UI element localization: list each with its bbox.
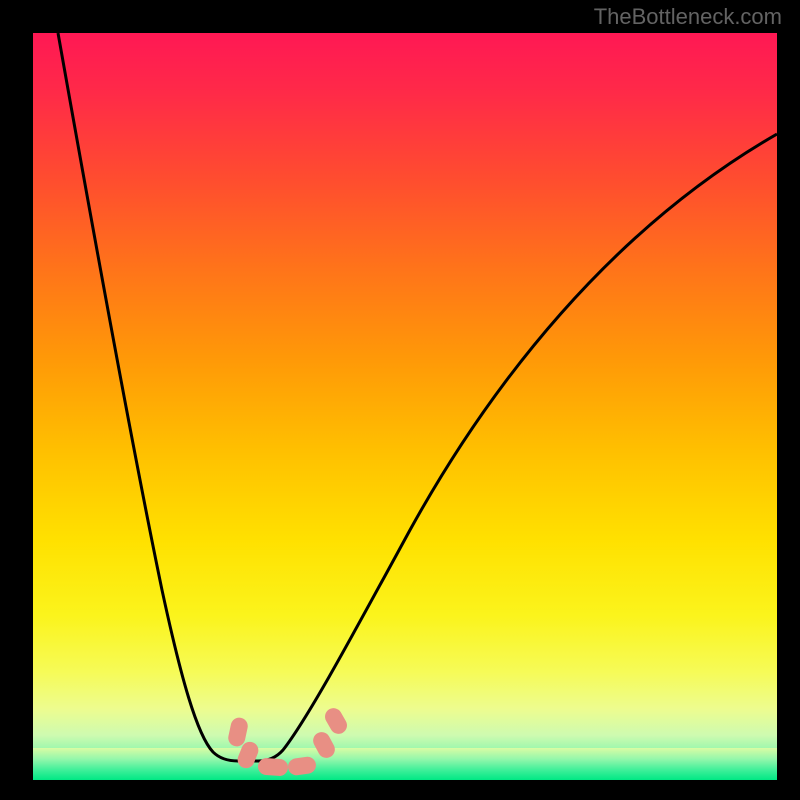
curve-marker-4 — [310, 729, 338, 761]
plot-area — [33, 33, 777, 780]
watermark-text: TheBottleneck.com — [594, 4, 782, 30]
curve-marker-2 — [257, 758, 288, 777]
curve-markers — [33, 33, 777, 780]
chart-frame: { "watermark": { "text": "TheBottleneck.… — [0, 0, 800, 800]
curve-marker-3 — [287, 755, 317, 776]
